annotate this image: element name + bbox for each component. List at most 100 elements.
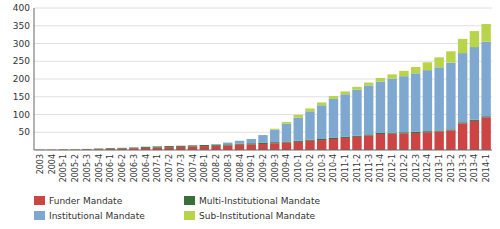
bar-segment [294, 141, 303, 142]
bar-segment [341, 137, 350, 138]
x-tick-label: 2011-4 [376, 154, 385, 182]
x-tick-label: 2007-4 [189, 154, 198, 182]
series [35, 117, 491, 150]
bar-segment [153, 146, 162, 147]
bar-segment [305, 111, 314, 139]
x-tick-label: 2009-3 [271, 154, 280, 182]
bar-segment [211, 146, 220, 150]
bar-segment [223, 142, 232, 143]
bar-segment [329, 96, 338, 99]
bar-segment [270, 129, 279, 130]
x-axis: 200320042005-12005-22005-32005-42006-120… [36, 154, 491, 182]
bar-segment [211, 145, 220, 146]
x-tick-label: 2010-4 [329, 154, 338, 182]
bar-segment [117, 147, 126, 149]
bar-segment [176, 146, 185, 147]
x-tick-label: 2006-1 [106, 154, 115, 182]
x-tick-label: 2005-1 [59, 154, 68, 182]
bar-segment [294, 118, 303, 141]
bar-segment [470, 31, 479, 47]
bar-segment [423, 131, 432, 132]
bar-segment [317, 140, 326, 150]
x-tick-label: 2013-1 [435, 154, 444, 182]
bar-segment [164, 146, 173, 147]
legend-swatch [184, 211, 195, 220]
y-axis: 50100150200250300350400 [13, 3, 34, 150]
bar-segment [364, 134, 373, 135]
bar-segment [200, 145, 209, 146]
bar-segment [153, 146, 162, 147]
bar-segment [129, 147, 138, 149]
bar-segment [423, 62, 432, 70]
bar-segment [188, 146, 197, 150]
bar-segment [305, 140, 314, 141]
bar-segment [164, 146, 173, 147]
bar-segment [258, 144, 267, 150]
bar-segment [106, 148, 115, 150]
bar-segment [270, 142, 279, 143]
x-tick-label: 2014-1 [482, 154, 491, 182]
grid-line [34, 8, 492, 9]
bar-segment [434, 132, 443, 150]
bar-segment [188, 145, 197, 146]
x-tick-label: 2013-3 [459, 154, 468, 182]
x-tick-label: 2008-4 [236, 154, 245, 182]
bar-segment [329, 139, 338, 150]
bar-segment [387, 133, 396, 134]
bar-segment [481, 117, 490, 150]
bar-segment [411, 132, 420, 133]
x-tick-label: 2006-3 [130, 154, 139, 182]
bar-segment [223, 145, 232, 150]
y-tick-label: 300 [13, 39, 30, 49]
bar-segment [282, 124, 291, 142]
legend-label: Sub-Institutional Mandate [199, 211, 316, 221]
bar-segment [423, 132, 432, 150]
bar-segment [352, 90, 361, 136]
x-tick-label: 2007-1 [153, 154, 162, 182]
bar-segment [352, 137, 361, 150]
bar-segment [434, 130, 443, 131]
bar-segment [376, 81, 385, 132]
bar-segment [411, 133, 420, 150]
x-tick-label: 2012-3 [412, 154, 421, 182]
bar-segment [423, 70, 432, 131]
bar-segment [481, 42, 490, 117]
x-tick-label: 2008-3 [224, 154, 233, 182]
bar-segment [282, 141, 291, 142]
bar-segment [211, 143, 220, 145]
bar-segment [235, 145, 244, 150]
bar-segment [341, 94, 350, 137]
bar-segment [364, 85, 373, 134]
bar-segment [434, 67, 443, 130]
y-axis-line [34, 8, 35, 150]
x-tick-label: 2011-2 [353, 154, 362, 182]
grid-line [34, 61, 492, 62]
bar-segment [247, 139, 256, 143]
bar-segment [470, 47, 479, 120]
bar-segment [129, 147, 138, 148]
x-tick-label: 2010-2 [306, 154, 315, 182]
bar-segment [188, 145, 197, 146]
bar-segment [235, 144, 244, 145]
legend-swatch [184, 196, 195, 205]
bar-segment [387, 134, 396, 150]
bar-segment [106, 148, 115, 149]
legend-label: Funder Mandate [49, 196, 123, 206]
x-tick-label: 2008-1 [200, 154, 209, 182]
x-axis-line [34, 150, 492, 151]
bar-segment [247, 144, 256, 150]
bar-segment [153, 146, 162, 147]
x-tick-label: 2005-4 [95, 154, 104, 182]
x-tick-label: 2012-2 [400, 154, 409, 182]
bar-segment [411, 67, 420, 73]
x-tick-label: 2006-4 [142, 154, 151, 182]
bar-segment [129, 147, 138, 148]
series [211, 42, 490, 145]
bar-segment [446, 51, 455, 62]
legend-swatch [34, 211, 45, 220]
bar-segment [470, 121, 479, 150]
x-tick-label: 2013-2 [447, 154, 456, 182]
bar-segment [270, 130, 279, 142]
bar-segment [399, 133, 408, 150]
bar-segment [141, 146, 150, 147]
